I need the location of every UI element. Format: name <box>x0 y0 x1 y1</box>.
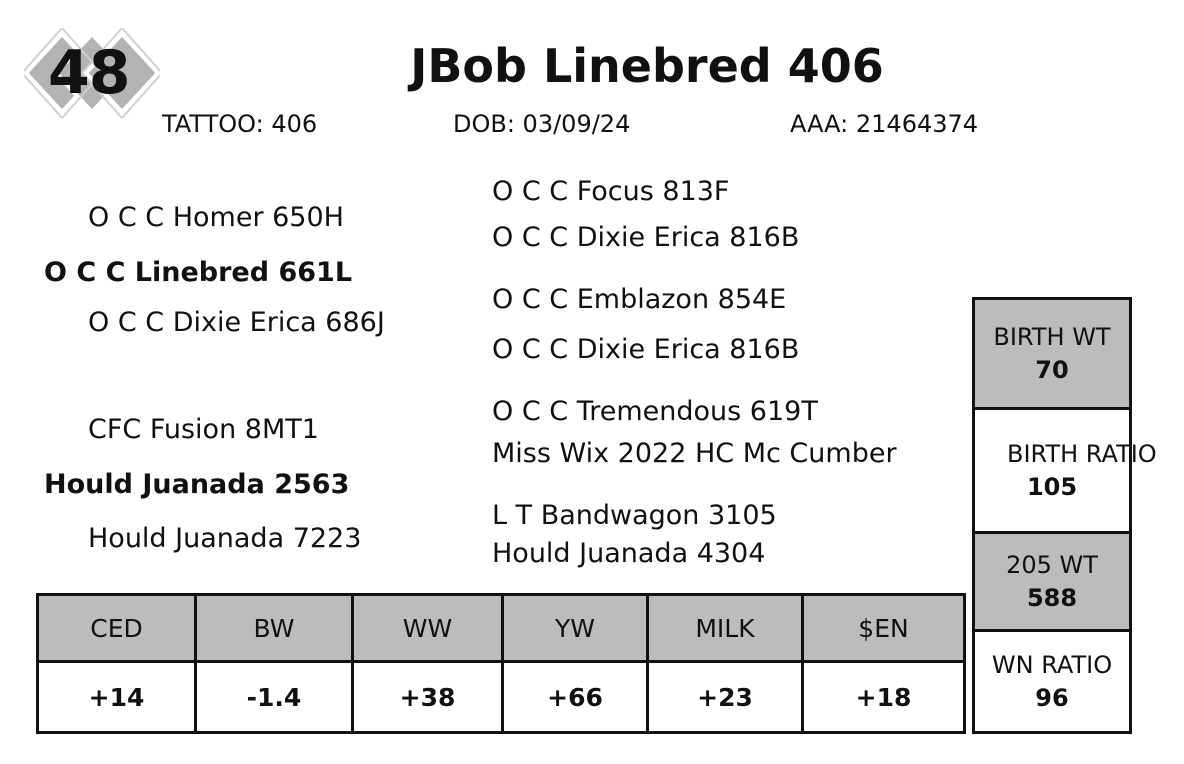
epd-value-ced: +14 <box>39 663 197 731</box>
weaning-ratio-value: 96 <box>1035 683 1069 712</box>
dam-dam-sire: L T Bandwagon 3105 <box>492 500 777 531</box>
epd-header-milk: MILK <box>649 596 804 663</box>
epd-value-ww: +38 <box>354 663 504 731</box>
weaning-weight-cell: 205 WT 588 <box>975 534 1129 632</box>
birth-weight-label: BIRTH WT <box>993 322 1111 351</box>
birth-ratio-cell: BIRTH RATIO 105 <box>975 410 1157 534</box>
epd-value-milk: +23 <box>649 663 804 731</box>
dob: DOB: 03/09/24 <box>453 110 631 138</box>
epd-header-yw: YW <box>504 596 649 663</box>
epd-header-ww: WW <box>354 596 504 663</box>
epd-table: CED BW WW YW MILK $EN +14 -1.4 +38 +66 +… <box>36 593 966 734</box>
dam: Hould Juanada 2563 <box>44 469 350 500</box>
weaning-weight-value: 588 <box>1026 583 1078 612</box>
sire-dam: O C C Dixie Erica 686J <box>88 307 385 338</box>
birth-weight-value: 70 <box>1035 355 1069 384</box>
sire-sire: O C C Homer 650H <box>88 202 344 233</box>
dam-sire-dam: Miss Wix 2022 HC Mc Cumber <box>492 438 897 469</box>
epd-header-ced: CED <box>39 596 197 663</box>
dam-sire-sire: O C C Tremendous 619T <box>492 396 818 427</box>
performance-box: BIRTH WT 70 BIRTH RATIO 105 205 WT 588 W… <box>972 297 1157 734</box>
epd-header-en: $EN <box>804 596 963 663</box>
epd-value-en: +18 <box>855 682 912 712</box>
aaa-number: AAA: 21464374 <box>790 110 979 138</box>
weaning-ratio-cell: WN RATIO 96 <box>975 632 1129 731</box>
weaning-ratio-label: WN RATIO <box>991 650 1113 679</box>
sire-sire-dam: O C C Dixie Erica 816B <box>492 222 800 253</box>
epd-value-bw: -1.4 <box>197 663 354 731</box>
dam-sire: CFC Fusion 8MT1 <box>88 414 319 445</box>
weaning-weight-label: 205 WT <box>1006 550 1098 579</box>
lot-number: 48 <box>48 38 130 108</box>
birth-ratio-value: 105 <box>1026 472 1078 501</box>
dam-dam: Hould Juanada 7223 <box>88 523 362 554</box>
diamond-logo <box>24 28 160 118</box>
sire-dam-sire: O C C Emblazon 854E <box>492 284 787 315</box>
sire-sire-sire: O C C Focus 813F <box>492 176 730 207</box>
tattoo: TATTOO: 406 <box>162 110 318 138</box>
birth-ratio-label: BIRTH RATIO <box>1007 439 1157 468</box>
epd-value-yw: +66 <box>504 663 649 731</box>
sire: O C C Linebred 661L <box>44 257 353 288</box>
animal-name: JBob Linebred 406 <box>410 39 884 93</box>
sire-dam-dam: O C C Dixie Erica 816B <box>492 334 800 365</box>
dam-dam-dam: Hould Juanada 4304 <box>492 538 766 569</box>
birth-weight-cell: BIRTH WT 70 <box>975 300 1129 410</box>
epd-header-bw: BW <box>197 596 354 663</box>
